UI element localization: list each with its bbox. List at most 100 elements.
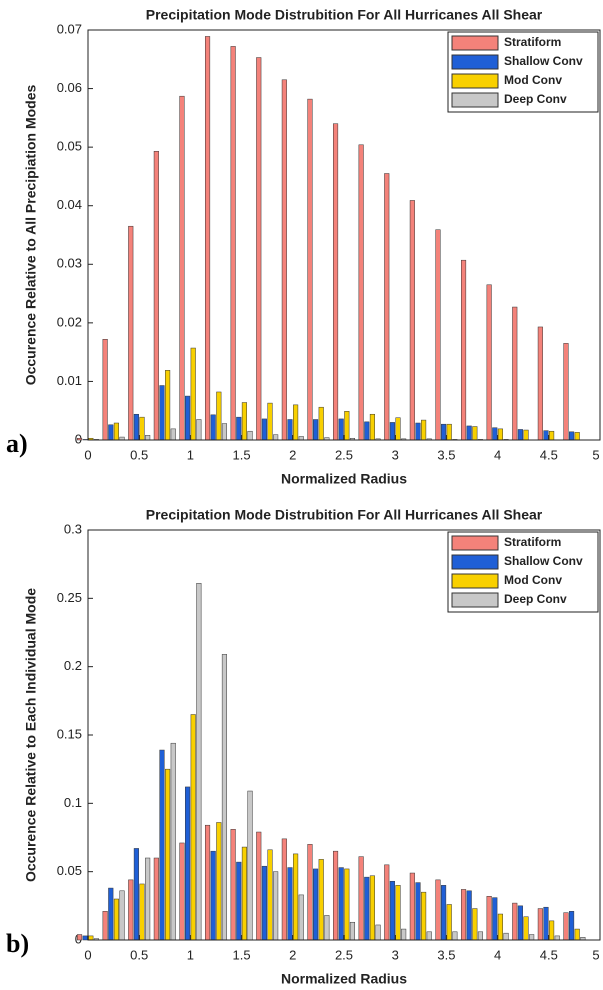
y-axis-label: Occurence Relative to All Precipiation M… xyxy=(23,85,39,386)
y-tick-label: 0.04 xyxy=(57,197,82,212)
bar xyxy=(358,144,364,441)
bar xyxy=(153,857,159,941)
bar xyxy=(185,786,191,941)
bar xyxy=(549,430,555,441)
legend-swatch xyxy=(451,92,499,108)
bar xyxy=(549,920,555,941)
bar xyxy=(497,913,503,941)
panel-label: b) xyxy=(6,929,29,958)
y-tick-label: 0.01 xyxy=(57,373,82,388)
x-tick-label: 0 xyxy=(84,947,91,962)
bar xyxy=(395,417,401,441)
bar xyxy=(221,654,228,941)
bar xyxy=(281,838,287,941)
bar xyxy=(108,887,114,941)
y-tick-label: 0.3 xyxy=(64,521,82,536)
bar xyxy=(185,395,191,441)
x-tick-label: 2 xyxy=(289,447,296,462)
bar xyxy=(435,229,441,441)
bar xyxy=(338,867,344,941)
bar xyxy=(441,885,447,941)
bar xyxy=(569,431,575,441)
bar xyxy=(358,856,364,941)
bar xyxy=(543,906,549,941)
bar xyxy=(170,428,176,441)
bar xyxy=(293,404,299,441)
bar xyxy=(236,861,242,941)
bar xyxy=(108,424,114,441)
bar xyxy=(369,875,375,941)
y-tick-label: 0.03 xyxy=(57,256,82,271)
bar xyxy=(179,95,185,441)
bar xyxy=(82,935,88,941)
bar xyxy=(318,406,324,441)
bar xyxy=(460,259,467,441)
bar xyxy=(139,416,145,441)
bar xyxy=(293,853,299,941)
bar xyxy=(426,931,432,941)
legend-swatch xyxy=(451,554,499,570)
bar xyxy=(204,824,211,941)
chart-title: Precipitation Mode Distrubition For All … xyxy=(146,7,543,23)
bar xyxy=(492,427,498,441)
bar xyxy=(247,790,253,941)
x-tick-label: 2 xyxy=(289,947,296,962)
bar xyxy=(349,921,356,941)
bar xyxy=(415,422,421,441)
bar xyxy=(145,857,151,941)
bar xyxy=(236,416,242,441)
bar xyxy=(159,749,165,941)
bar xyxy=(401,928,407,941)
bar xyxy=(230,829,236,941)
bar xyxy=(574,432,580,441)
chart-title: Precipitation Mode Distrubition For All … xyxy=(146,507,543,523)
bar xyxy=(230,46,236,441)
bar xyxy=(139,883,145,941)
bar xyxy=(512,902,518,941)
bar xyxy=(324,915,330,941)
bar xyxy=(384,864,390,941)
bar xyxy=(210,414,216,441)
legend-swatch xyxy=(451,535,499,551)
bar xyxy=(113,422,119,441)
bar xyxy=(543,430,549,441)
bar xyxy=(512,306,518,441)
bar xyxy=(375,924,381,941)
bar xyxy=(472,426,478,441)
bar xyxy=(221,423,228,441)
legend-label: Deep Conv xyxy=(504,92,567,106)
bar xyxy=(313,419,319,441)
axes-box xyxy=(87,529,601,941)
bar xyxy=(133,848,139,941)
x-tick-label: 1.5 xyxy=(233,947,251,962)
bar xyxy=(256,57,262,441)
bar xyxy=(216,822,222,941)
bar xyxy=(332,123,339,441)
x-tick-label: 3 xyxy=(392,947,399,962)
bar xyxy=(389,880,395,941)
y-tick-label: 0.2 xyxy=(64,658,82,673)
bar xyxy=(165,768,171,941)
x-tick-label: 4.5 xyxy=(540,947,558,962)
bar xyxy=(307,844,313,941)
bar xyxy=(128,225,134,441)
legend-label: Mod Conv xyxy=(504,573,562,587)
bar xyxy=(446,904,452,941)
bar xyxy=(486,284,492,441)
bar xyxy=(486,896,492,941)
legend-swatch xyxy=(451,54,499,70)
bar xyxy=(273,871,279,941)
x-tick-label: 3 xyxy=(392,447,399,462)
bar xyxy=(563,343,569,441)
bar xyxy=(574,928,580,941)
bar xyxy=(261,865,267,941)
bar xyxy=(364,421,370,441)
bar xyxy=(267,402,273,441)
bar xyxy=(298,436,304,441)
bar xyxy=(421,891,427,941)
x-tick-label: 3.5 xyxy=(437,447,455,462)
bar xyxy=(435,879,441,941)
bar xyxy=(344,411,350,441)
bar xyxy=(190,347,196,441)
